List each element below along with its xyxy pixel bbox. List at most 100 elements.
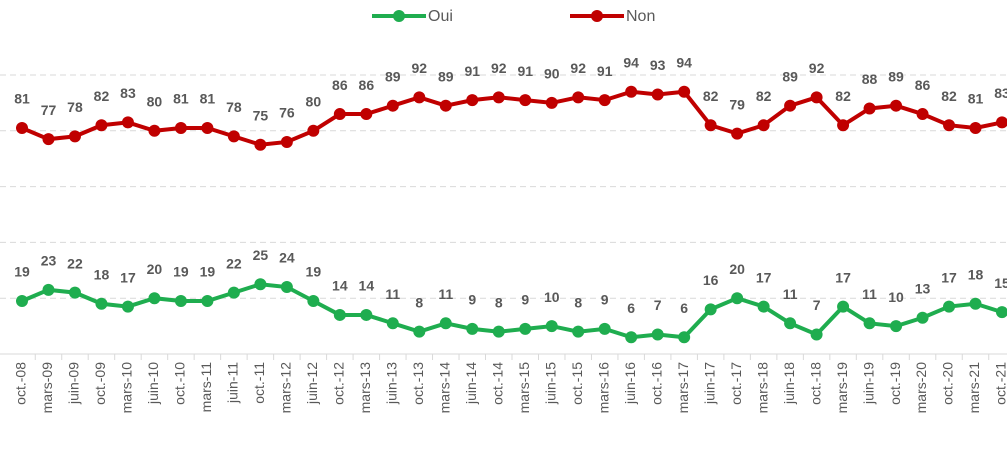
- legend-marker: [591, 10, 603, 22]
- x-tick-label: mars-10: [119, 362, 135, 414]
- marker: [757, 300, 770, 313]
- data-label: 14: [332, 278, 348, 294]
- x-tick-label: mars-16: [595, 362, 611, 414]
- marker: [863, 317, 876, 330]
- data-label: 17: [835, 269, 851, 285]
- marker: [969, 297, 982, 310]
- data-label: 9: [468, 292, 476, 308]
- x-tick-label: mars-18: [754, 362, 770, 414]
- marker: [42, 133, 55, 146]
- data-label: 17: [941, 269, 957, 285]
- x-tick-label: oct.-08: [13, 362, 29, 405]
- data-label: 17: [756, 269, 772, 285]
- data-label: 20: [147, 261, 163, 277]
- marker: [16, 294, 28, 307]
- marker: [68, 286, 81, 299]
- data-label: 81: [968, 91, 984, 107]
- marker: [757, 119, 770, 132]
- marker: [704, 119, 717, 132]
- x-tick-label: juin-19: [860, 362, 876, 405]
- x-tick-label: juin-16: [622, 362, 638, 405]
- marker: [996, 116, 1007, 129]
- x-tick-label: juin-13: [384, 362, 400, 405]
- marker: [784, 317, 797, 330]
- x-tick-label: juin-10: [145, 362, 161, 405]
- data-label: 92: [570, 60, 586, 76]
- marker: [280, 281, 293, 294]
- data-label: 81: [14, 91, 30, 107]
- data-label: 20: [729, 261, 745, 277]
- marker: [704, 303, 717, 316]
- x-tick-label: mars-11: [198, 362, 214, 413]
- data-label: 17: [120, 269, 136, 285]
- data-label: 86: [915, 77, 931, 93]
- marker: [174, 122, 187, 135]
- marker: [625, 331, 638, 344]
- data-label: 91: [517, 63, 533, 79]
- marker: [890, 320, 903, 333]
- data-label: 7: [813, 297, 821, 313]
- data-label: 82: [756, 88, 772, 104]
- x-tick-label: mars-15: [516, 362, 532, 414]
- data-label: 9: [521, 292, 529, 308]
- data-label: 75: [253, 107, 269, 123]
- data-label: 80: [306, 94, 322, 110]
- x-tick-label: juin-17: [701, 362, 717, 405]
- marker: [916, 108, 929, 121]
- data-label: 79: [729, 96, 745, 112]
- marker: [174, 294, 187, 307]
- x-tick-label: mars-12: [278, 362, 294, 414]
- marker: [598, 94, 611, 107]
- data-label: 11: [385, 286, 400, 302]
- marker: [413, 91, 426, 104]
- data-label: 86: [359, 77, 375, 93]
- data-label: 76: [279, 105, 295, 121]
- marker: [333, 108, 346, 121]
- data-label: 90: [544, 66, 560, 82]
- data-label: 81: [173, 91, 189, 107]
- x-tick-label: oct.-09: [92, 362, 108, 405]
- marker: [731, 127, 744, 140]
- marker: [916, 311, 929, 324]
- x-tick-label: oct.-21: [993, 362, 1007, 405]
- data-label: 91: [464, 63, 480, 79]
- marker: [863, 102, 876, 115]
- x-tick-label: oct.-20: [940, 362, 956, 405]
- x-tick-label: juin-09: [66, 362, 82, 405]
- marker: [492, 91, 505, 104]
- x-tick-label: oct.-10: [172, 362, 188, 405]
- marker: [254, 278, 267, 291]
- data-label: 6: [680, 300, 688, 316]
- data-label: 22: [226, 255, 242, 271]
- line: [21, 282, 1003, 340]
- marker: [466, 322, 479, 335]
- data-label: 6: [627, 300, 635, 316]
- data-label: 14: [359, 278, 375, 294]
- data-label: 23: [41, 253, 57, 269]
- data-label: 92: [491, 60, 507, 76]
- marker: [678, 85, 691, 98]
- x-tick-label: mars-14: [436, 362, 452, 414]
- data-label: 15: [994, 275, 1007, 291]
- marker: [121, 116, 134, 129]
- marker: [280, 135, 293, 148]
- line: [21, 89, 1003, 147]
- marker: [360, 308, 373, 321]
- data-label: 88: [862, 71, 878, 87]
- legend-label: Oui: [428, 8, 453, 25]
- marker: [95, 119, 108, 132]
- x-tick-label: juin-15: [542, 362, 558, 405]
- x-tick-label: oct.-14: [489, 362, 505, 405]
- data-label: 7: [654, 297, 662, 313]
- marker: [227, 286, 240, 299]
- data-label: 89: [888, 68, 904, 84]
- marker: [439, 99, 452, 112]
- x-tick-label: oct.-19: [887, 362, 903, 405]
- x-tick-label: oct.-15: [569, 362, 585, 405]
- data-label: 11: [783, 286, 798, 302]
- marker: [545, 320, 558, 333]
- data-label: 24: [279, 250, 295, 266]
- data-label: 8: [415, 294, 423, 310]
- data-label: 89: [385, 68, 401, 84]
